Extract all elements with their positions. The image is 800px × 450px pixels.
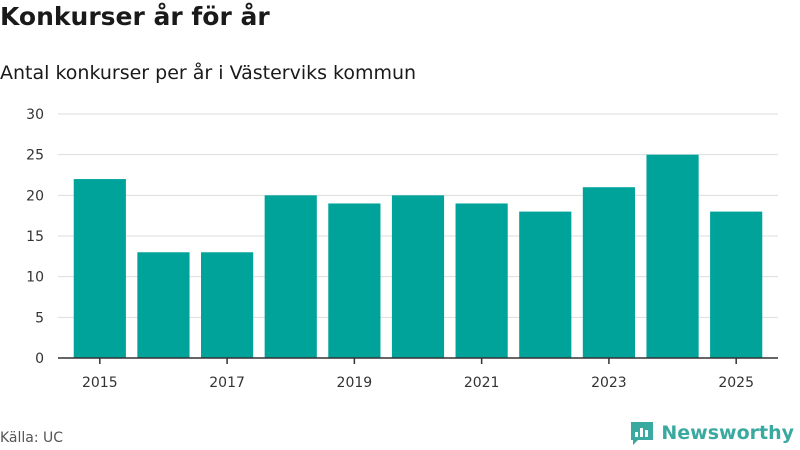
bar-2015 [73,179,126,358]
bar-2017 [201,252,254,358]
y-tick-label: 30 [26,107,44,123]
brand: Newsworthy [629,420,794,446]
x-tick-label: 2025 [718,375,754,391]
chart-title: Konkurser år för år [0,2,270,31]
bar-2022 [519,211,572,358]
y-tick-label: 15 [26,229,44,245]
newsworthy-logo-icon [631,422,654,445]
y-tick-label: 25 [26,148,44,164]
y-axis-ticks: 0 5 10 15 20 25 30 [26,107,44,367]
bar-2024 [646,154,699,358]
y-tick-label: 10 [26,270,44,286]
y-tick-label: 0 [35,351,44,367]
x-tick-label: 2023 [591,375,627,391]
bar-2018 [264,195,317,358]
x-axis-ticks: 2015 2017 2019 2021 2023 2025 [82,358,754,391]
chart-subtitle: Antal konkurser per år i Västerviks komm… [0,62,417,84]
x-tick-label: 2021 [464,375,500,391]
x-tick-label: 2015 [82,375,118,391]
bar-2016 [137,252,190,358]
bar-2025 [710,211,763,358]
bar-2019 [328,203,381,358]
brand-name: Newsworthy [661,422,794,444]
y-tick-label: 20 [26,188,44,204]
bar-2021 [455,203,508,358]
bar-2023 [582,187,635,358]
x-tick-label: 2017 [209,375,245,391]
source-note: Källa: UC [0,430,64,446]
x-tick-label: 2019 [337,375,373,391]
bars [73,154,763,358]
bar-2020 [391,195,445,358]
y-tick-label: 5 [35,310,44,326]
